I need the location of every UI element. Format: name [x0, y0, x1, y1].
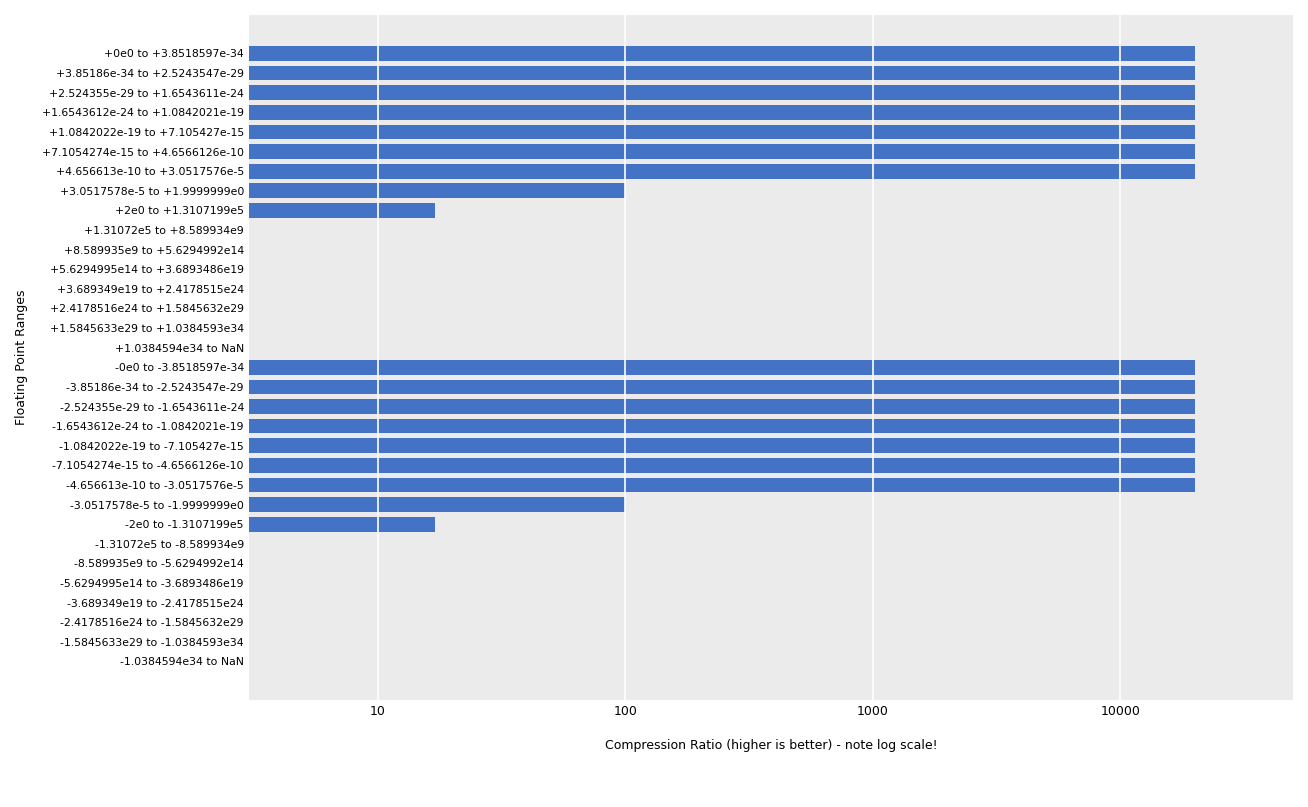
- Bar: [0, 124, 1194, 140]
- Bar: [0, 282, 174, 296]
- Bar: [0, 320, 174, 336]
- X-axis label: Compression Ratio (higher is better) - note log scale!: Compression Ratio (higher is better) - n…: [604, 738, 938, 751]
- Bar: [0, 556, 216, 571]
- Bar: [0, 634, 174, 649]
- Bar: [0, 399, 1194, 414]
- Bar: [0, 438, 1194, 453]
- Bar: [0, 203, 436, 218]
- Bar: [0, 516, 436, 532]
- Bar: [0, 419, 1194, 433]
- Bar: [0, 341, 216, 355]
- Bar: [0, 164, 1194, 178]
- Bar: [0, 65, 1194, 81]
- Bar: [0, 478, 1194, 492]
- Bar: [0, 105, 1194, 119]
- Bar: [0, 223, 216, 237]
- Bar: [0, 575, 141, 591]
- Bar: [0, 615, 174, 629]
- Bar: [0, 379, 1194, 395]
- Bar: [0, 46, 1194, 61]
- Bar: [0, 86, 1194, 100]
- Bar: [0, 360, 1194, 374]
- Bar: [0, 537, 216, 551]
- Bar: [0, 242, 216, 257]
- Bar: [0, 301, 174, 316]
- Bar: [0, 261, 141, 277]
- Y-axis label: Floating Point Ranges: Floating Point Ranges: [14, 290, 27, 425]
- Bar: [0, 458, 1194, 473]
- Bar: [0, 654, 216, 669]
- Bar: [0, 596, 174, 610]
- Bar: [0, 183, 625, 199]
- Bar: [0, 497, 625, 512]
- Bar: [0, 144, 1194, 159]
